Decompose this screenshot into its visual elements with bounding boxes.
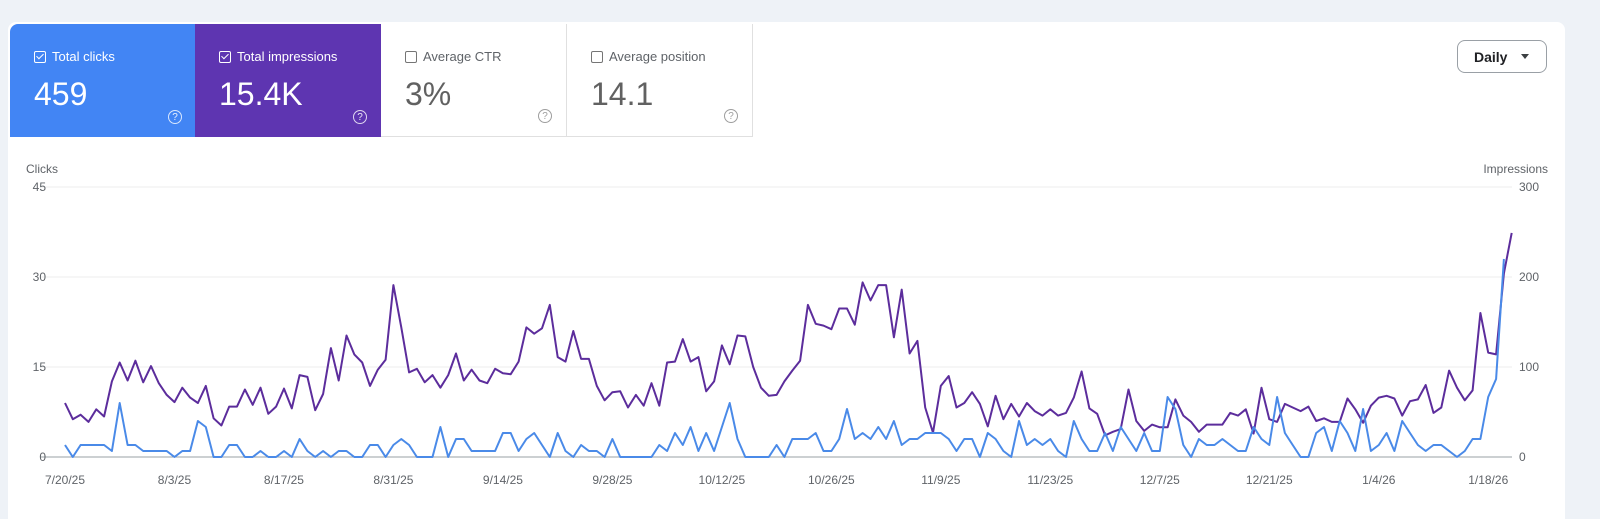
checkbox-checked[interactable] bbox=[34, 50, 46, 63]
metric-label: Average CTR bbox=[423, 49, 502, 64]
metric-label: Total impressions bbox=[237, 49, 338, 64]
right-axis-tick: 100 bbox=[1519, 360, 1539, 374]
checkbox-checked[interactable] bbox=[219, 50, 231, 63]
metric-card-total-clicks[interactable]: Total clicks 459 ? bbox=[10, 24, 196, 137]
metric-value: 15.4K bbox=[219, 76, 303, 112]
x-axis-tick: 10/26/25 bbox=[808, 473, 855, 487]
x-axis-tick: 8/31/25 bbox=[373, 473, 413, 487]
help-icon[interactable]: ? bbox=[724, 109, 738, 123]
x-axis-tick: 8/3/25 bbox=[158, 473, 192, 487]
right-axis-tick: 0 bbox=[1519, 450, 1526, 464]
right-axis-tick: 200 bbox=[1519, 270, 1539, 284]
x-axis-tick: 12/7/25 bbox=[1140, 473, 1180, 487]
checkbox-unchecked[interactable] bbox=[591, 50, 603, 63]
metric-value: 14.1 bbox=[591, 76, 654, 112]
granularity-selected: Daily bbox=[1474, 48, 1508, 65]
x-axis-tick: 8/17/25 bbox=[264, 473, 304, 487]
x-axis-tick: 11/23/25 bbox=[1027, 473, 1073, 487]
caret-down-icon bbox=[1521, 54, 1530, 59]
metric-card-total-impressions[interactable]: Total impressions 15.4K ? bbox=[195, 24, 381, 137]
left-axis-tick: 30 bbox=[33, 270, 47, 284]
help-icon[interactable]: ? bbox=[538, 109, 552, 123]
metric-card-average-ctr[interactable]: Average CTR 3% ? bbox=[381, 24, 567, 137]
x-axis-tick: 12/21/25 bbox=[1246, 473, 1293, 487]
metric-value: 3% bbox=[405, 76, 452, 112]
left-axis-tick: 15 bbox=[33, 360, 47, 374]
right-axis-tick: 300 bbox=[1519, 180, 1539, 194]
metric-label: Average position bbox=[609, 49, 706, 64]
x-axis-tick: 1/4/26 bbox=[1362, 473, 1396, 487]
x-axis-tick: 11/9/25 bbox=[921, 473, 960, 487]
metric-value: 459 bbox=[34, 76, 88, 112]
metric-label: Total clicks bbox=[52, 49, 115, 64]
series-line-impressions bbox=[64, 232, 1513, 437]
x-axis-tick: 7/20/25 bbox=[45, 473, 85, 487]
series-line-clicks bbox=[64, 258, 1505, 458]
help-icon[interactable]: ? bbox=[168, 110, 182, 124]
left-axis-tick: 0 bbox=[39, 450, 46, 464]
checkbox-unchecked[interactable] bbox=[405, 50, 417, 63]
right-axis-title: Impressions bbox=[1483, 162, 1548, 176]
metric-card-average-position[interactable]: Average position 14.1 ? bbox=[567, 24, 753, 137]
x-axis-tick: 10/12/25 bbox=[699, 473, 746, 487]
help-icon[interactable]: ? bbox=[353, 110, 367, 124]
left-axis-tick: 45 bbox=[33, 180, 47, 194]
left-axis-title: Clicks bbox=[26, 162, 58, 176]
granularity-dropdown[interactable]: Daily bbox=[1457, 40, 1547, 73]
x-axis-tick: 1/18/26 bbox=[1468, 473, 1508, 487]
x-axis-tick: 9/14/25 bbox=[483, 473, 523, 487]
x-axis-tick: 9/28/25 bbox=[592, 473, 632, 487]
